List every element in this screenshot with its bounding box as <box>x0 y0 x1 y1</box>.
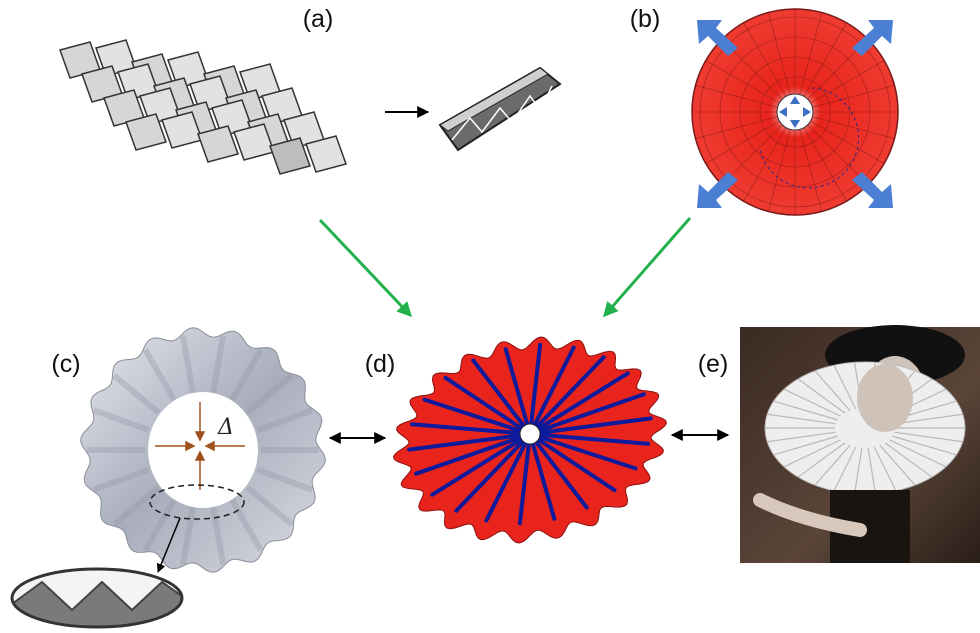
blue-fold-line <box>528 432 617 493</box>
blue-fold-line <box>528 392 646 436</box>
blue-fold-line <box>528 432 589 510</box>
zoom-lens <box>10 567 184 629</box>
blue-fold-line <box>517 432 532 526</box>
miura-tile <box>269 137 311 175</box>
delta-symbol: Δ <box>217 415 234 440</box>
miura-ori-sheet <box>59 39 347 175</box>
blue-fold-line <box>422 397 532 436</box>
stress-disk <box>691 8 899 216</box>
blue-fold-line <box>407 432 532 452</box>
blue-fold-line <box>528 371 630 436</box>
blue-fold-line <box>528 345 576 436</box>
blue-fold-line <box>503 347 532 436</box>
panel-label-e: (e) <box>698 350 729 378</box>
blue-fold-line <box>443 375 532 436</box>
miura-tile <box>197 125 239 163</box>
blue-fold-line <box>454 432 532 513</box>
blue-fold-line <box>430 432 532 497</box>
blue-fold-line <box>528 432 638 471</box>
zoom-pointer <box>156 517 181 573</box>
arrow-a-to-d <box>318 218 413 318</box>
blue-fold-line <box>528 432 557 521</box>
folded-strip <box>438 66 562 152</box>
zoom-region <box>149 484 245 520</box>
blue-fold-line <box>484 432 532 523</box>
inward-arrows-b <box>779 96 811 128</box>
delta-arrows <box>155 402 245 490</box>
miura-tile <box>305 135 347 173</box>
gray-annulus <box>80 327 326 573</box>
arrow-b-to-d <box>603 217 692 318</box>
blue-fold-line <box>528 432 650 446</box>
miura-tile <box>125 113 167 151</box>
blue-fold-line <box>528 355 606 436</box>
panel-label-c: (c) <box>51 350 80 378</box>
expansion-arrows <box>697 20 893 208</box>
panel-label-a: (a) <box>303 5 334 33</box>
pleated-disk <box>392 336 668 544</box>
ruff-collar-photo <box>740 325 980 563</box>
blue-fold-line <box>528 342 543 436</box>
panel-label-b: (b) <box>630 5 661 33</box>
blue-fold-line <box>410 422 532 436</box>
blue-fold-line <box>414 432 532 476</box>
blue-fold-line <box>528 416 653 436</box>
blue-fold-line <box>471 358 532 436</box>
panel-label-d: (d) <box>365 350 396 378</box>
